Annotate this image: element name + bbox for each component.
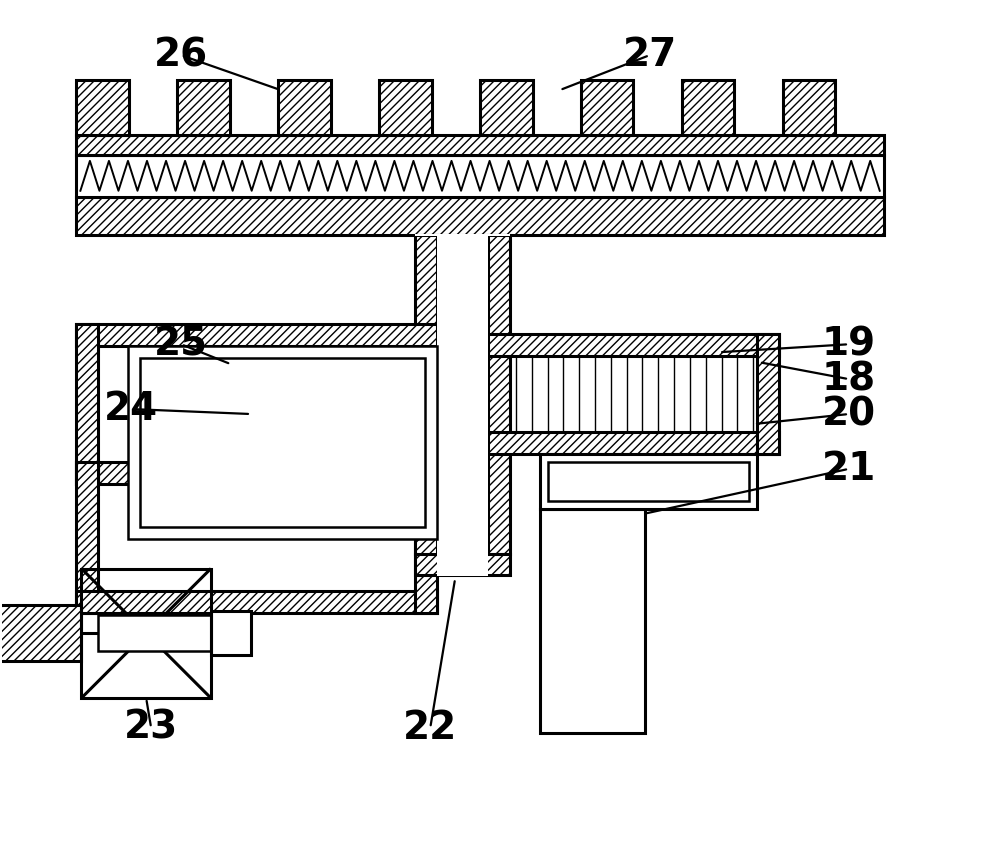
Bar: [76, 462, 98, 614]
Bar: [548, 462, 749, 500]
Bar: [140, 358, 425, 527]
Text: 20: 20: [822, 395, 876, 433]
Bar: [98, 615, 251, 652]
Bar: [211, 611, 251, 655]
Text: 21: 21: [822, 450, 876, 488]
Bar: [540, 509, 645, 733]
Bar: [437, 235, 488, 554]
Text: 26: 26: [154, 36, 208, 74]
Bar: [682, 80, 734, 135]
Bar: [540, 454, 757, 509]
Text: 27: 27: [622, 36, 677, 74]
Bar: [488, 432, 779, 454]
Bar: [480, 80, 533, 135]
Bar: [76, 592, 437, 614]
Text: 19: 19: [822, 325, 876, 363]
Text: 18: 18: [822, 360, 876, 398]
Bar: [76, 462, 437, 484]
Bar: [415, 554, 510, 576]
Text: 25: 25: [154, 325, 208, 363]
Bar: [581, 80, 633, 135]
Bar: [278, 80, 331, 135]
Bar: [76, 197, 884, 235]
Bar: [415, 462, 437, 614]
Bar: [757, 334, 779, 454]
Text: 23: 23: [124, 709, 178, 747]
Bar: [415, 234, 510, 235]
Bar: [76, 324, 98, 484]
Bar: [0, 605, 81, 661]
Bar: [76, 135, 884, 155]
Bar: [128, 346, 437, 538]
Bar: [76, 80, 129, 135]
Bar: [177, 80, 230, 135]
Bar: [81, 569, 211, 698]
Bar: [76, 324, 437, 346]
Bar: [379, 80, 432, 135]
Text: 22: 22: [403, 709, 457, 747]
Text: 24: 24: [104, 390, 158, 428]
Bar: [415, 235, 437, 554]
Bar: [437, 554, 488, 576]
Bar: [783, 80, 835, 135]
Bar: [488, 235, 510, 554]
Bar: [76, 155, 884, 197]
Bar: [488, 334, 779, 356]
